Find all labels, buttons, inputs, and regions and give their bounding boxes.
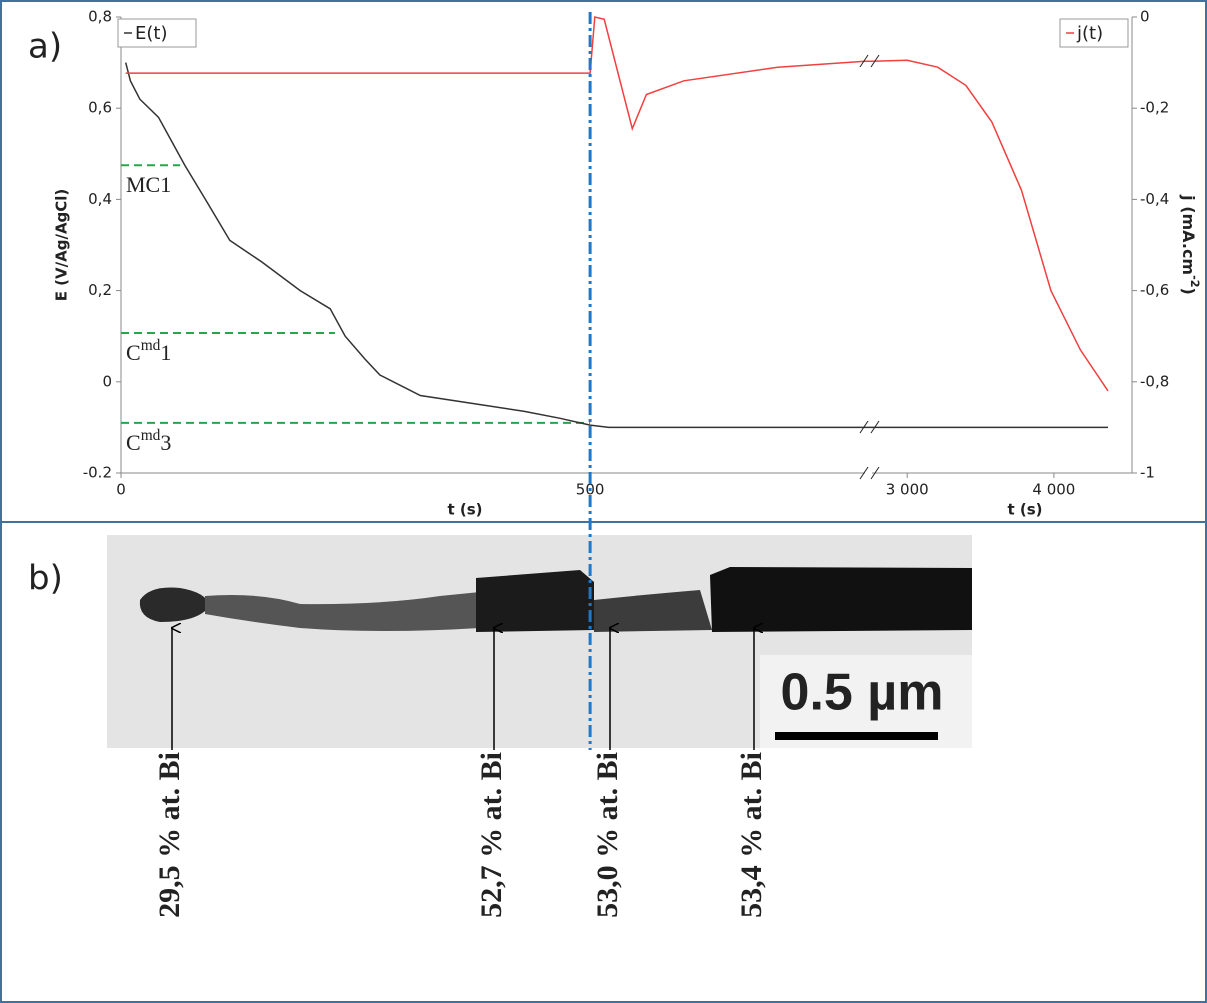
axis-break <box>859 466 869 480</box>
legend-label: j(t) <box>1076 23 1103 44</box>
composition-label: 53,4 % at. Bi <box>735 752 768 918</box>
label-text: 3 <box>160 430 171 455</box>
y-tick-label: -0.2 <box>83 464 112 482</box>
label-text: 1 <box>160 340 171 365</box>
panel-label: a) <box>28 27 62 67</box>
y-tick-label: 0,4 <box>88 190 112 208</box>
panel-label: b) <box>28 559 63 599</box>
x-tick-label: 3 000 <box>886 481 929 499</box>
axis-break <box>870 54 880 68</box>
y2-tick-label: 0 <box>1140 8 1150 26</box>
axis-break <box>870 466 880 480</box>
y-tick-label: 0 <box>102 372 112 390</box>
label-sup: md <box>141 427 161 444</box>
composition-label: 29,5 % at. Bi <box>153 752 186 918</box>
y2-axis-label: j (mA.cm-2) <box>1180 194 1202 295</box>
y2-tick-label: -0,2 <box>1140 99 1169 117</box>
series-line <box>124 62 1108 429</box>
label-sup: md <box>141 337 161 354</box>
x-tick-label: 0 <box>116 481 126 499</box>
label-text: C <box>126 340 141 365</box>
y-tick-label: 0,6 <box>88 99 112 117</box>
y-axis-label: E (V/Ag/AgCl) <box>53 189 71 302</box>
composition-label: 53,0 % at. Bi <box>591 752 624 918</box>
y2-tick-label: -0,4 <box>1140 190 1169 208</box>
level-label: Cmd1 <box>126 337 171 365</box>
label-text: j (mA.cm <box>1180 194 1199 275</box>
y-tick-label: 0,2 <box>88 281 112 299</box>
x-axis-label: t (s) <box>447 501 482 519</box>
scale-bar-label: 0.5 µm <box>781 664 944 722</box>
y2-tick-label: -1 <box>1140 464 1155 482</box>
y2-tick-label: -0,8 <box>1140 372 1169 390</box>
composition-label: 52,7 % at. Bi <box>475 752 508 918</box>
label-text: MC1 <box>126 172 171 197</box>
label-sup: -2 <box>1189 275 1202 287</box>
x-tick-label: 4 000 <box>1032 481 1075 499</box>
x-axis-label: t (s) <box>1007 501 1042 519</box>
y-tick-label: 0,8 <box>88 8 112 26</box>
label-text: ) <box>1180 288 1199 295</box>
level-label: MC1 <box>126 172 171 197</box>
axis-break <box>870 420 880 434</box>
level-label: Cmd3 <box>126 427 171 455</box>
label-text: C <box>126 430 141 455</box>
y2-tick-label: -0,6 <box>1140 281 1169 299</box>
series-line <box>125 16 1109 392</box>
axis-break <box>859 420 869 434</box>
legend-label: E(t) <box>135 23 167 44</box>
micrograph <box>107 535 972 748</box>
axis-break <box>859 54 869 68</box>
